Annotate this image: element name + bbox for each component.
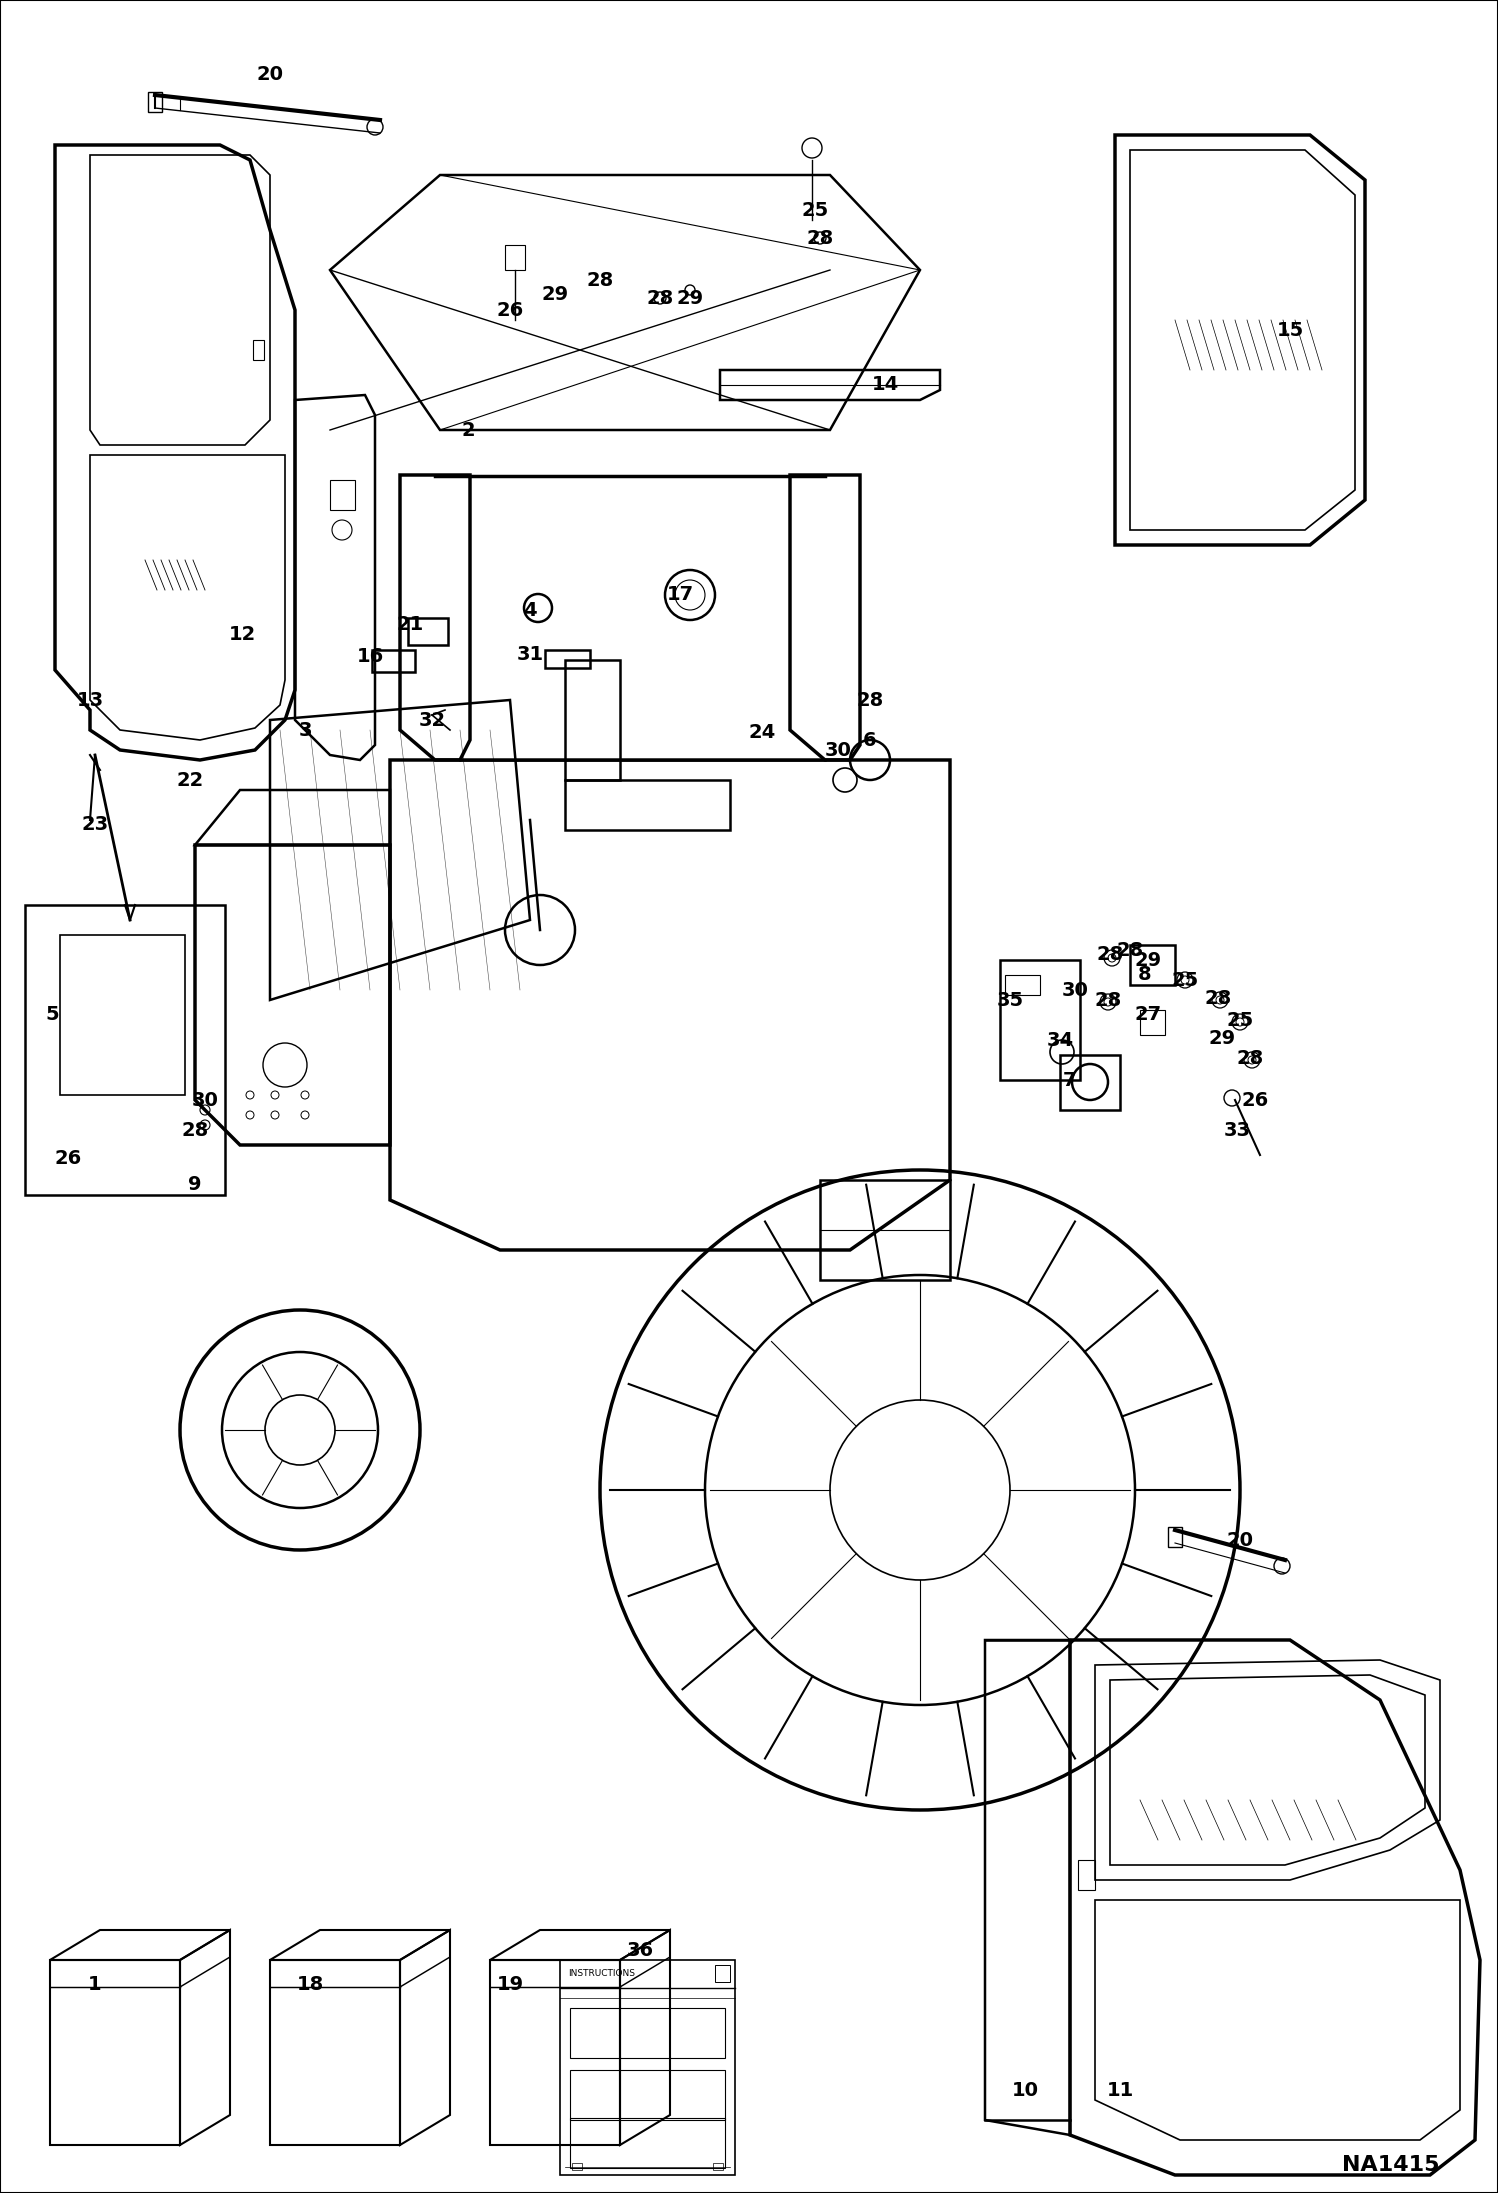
Text: 27: 27 bbox=[1134, 1007, 1161, 1024]
Text: 19: 19 bbox=[496, 1976, 524, 1993]
Text: 23: 23 bbox=[81, 816, 108, 836]
Text: 21: 21 bbox=[397, 616, 424, 634]
Text: 1: 1 bbox=[88, 1976, 102, 1993]
Text: 22: 22 bbox=[177, 770, 204, 789]
Text: 26: 26 bbox=[496, 300, 524, 320]
Text: 30: 30 bbox=[1062, 980, 1089, 1000]
Text: 11: 11 bbox=[1107, 2081, 1134, 2099]
Text: 35: 35 bbox=[996, 991, 1023, 1009]
Text: NA1415: NA1415 bbox=[1342, 2156, 1440, 2175]
Text: 28: 28 bbox=[1236, 1048, 1264, 1068]
Text: 28: 28 bbox=[806, 228, 833, 248]
Text: 29: 29 bbox=[1209, 1029, 1236, 1048]
Text: 6: 6 bbox=[863, 730, 876, 750]
Text: 29: 29 bbox=[1134, 950, 1161, 969]
Text: 25: 25 bbox=[1227, 1011, 1254, 1029]
Text: 32: 32 bbox=[418, 711, 445, 730]
Text: 8: 8 bbox=[1138, 965, 1152, 985]
Text: 33: 33 bbox=[1224, 1121, 1251, 1140]
Text: 29: 29 bbox=[541, 285, 569, 305]
Text: 25: 25 bbox=[1171, 971, 1198, 989]
Text: 25: 25 bbox=[801, 200, 828, 219]
Text: 17: 17 bbox=[667, 586, 694, 605]
Text: 28: 28 bbox=[586, 270, 614, 289]
Text: 29: 29 bbox=[677, 289, 704, 307]
Text: 28: 28 bbox=[1204, 989, 1231, 1007]
Text: 28: 28 bbox=[646, 289, 674, 307]
Text: 28: 28 bbox=[181, 1121, 208, 1140]
Text: 3: 3 bbox=[298, 721, 312, 739]
Text: 9: 9 bbox=[189, 1175, 202, 1195]
Text: 30: 30 bbox=[192, 1090, 219, 1110]
Text: 5: 5 bbox=[45, 1007, 58, 1024]
Text: 28: 28 bbox=[1097, 945, 1124, 965]
Text: 30: 30 bbox=[824, 741, 851, 759]
Text: 36: 36 bbox=[626, 1941, 653, 1961]
Text: 31: 31 bbox=[517, 645, 544, 664]
Text: 7: 7 bbox=[1064, 1070, 1077, 1090]
Text: 16: 16 bbox=[357, 647, 383, 667]
Text: 14: 14 bbox=[872, 375, 899, 395]
Text: 15: 15 bbox=[1276, 320, 1303, 340]
Text: 28: 28 bbox=[857, 691, 884, 711]
Text: INSTRUCTIONS: INSTRUCTIONS bbox=[568, 1969, 635, 1978]
Text: 18: 18 bbox=[297, 1976, 324, 1993]
Text: 28: 28 bbox=[1116, 941, 1143, 961]
Text: 26: 26 bbox=[1242, 1090, 1269, 1110]
Text: 34: 34 bbox=[1047, 1031, 1074, 1050]
Text: 4: 4 bbox=[523, 601, 536, 618]
Text: 26: 26 bbox=[54, 1149, 81, 1167]
Text: 13: 13 bbox=[76, 691, 103, 711]
Text: 12: 12 bbox=[228, 625, 256, 645]
Text: 20: 20 bbox=[1227, 1531, 1254, 1550]
Text: 2: 2 bbox=[461, 421, 475, 439]
Text: 20: 20 bbox=[256, 66, 283, 86]
Text: 24: 24 bbox=[749, 721, 776, 741]
Text: 10: 10 bbox=[1011, 2081, 1038, 2099]
Text: 28: 28 bbox=[1095, 991, 1122, 1009]
